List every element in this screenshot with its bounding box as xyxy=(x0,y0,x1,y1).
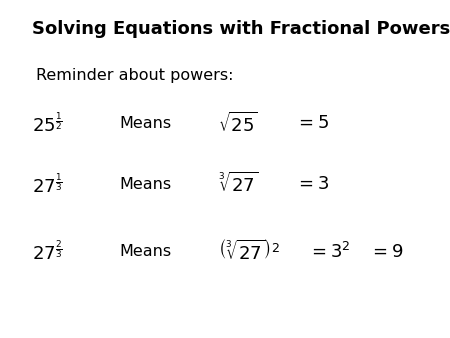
Text: $27^{\frac{1}{3}}$: $27^{\frac{1}{3}}$ xyxy=(32,172,62,196)
Text: Means: Means xyxy=(119,244,171,259)
Text: $\left(\sqrt[3]{27}\right)^{2}$: $\left(\sqrt[3]{27}\right)^{2}$ xyxy=(218,239,280,264)
Text: $= 5$: $= 5$ xyxy=(295,114,328,132)
Text: $= 9$: $= 9$ xyxy=(369,243,403,261)
Text: $25^{\frac{1}{2}}$: $25^{\frac{1}{2}}$ xyxy=(32,112,62,135)
Text: Means: Means xyxy=(119,116,171,131)
Text: $\sqrt[3]{27}$: $\sqrt[3]{27}$ xyxy=(218,172,258,196)
Text: $= 3^{2}$: $= 3^{2}$ xyxy=(308,242,351,262)
Text: $= 3$: $= 3$ xyxy=(295,175,329,193)
Text: Solving Equations with Fractional Powers: Solving Equations with Fractional Powers xyxy=(32,20,450,38)
Text: $\sqrt{25}$: $\sqrt{25}$ xyxy=(218,111,258,136)
Text: Means: Means xyxy=(119,177,171,192)
Text: $27^{\frac{2}{3}}$: $27^{\frac{2}{3}}$ xyxy=(32,240,62,264)
Text: Reminder about powers:: Reminder about powers: xyxy=(36,68,234,82)
